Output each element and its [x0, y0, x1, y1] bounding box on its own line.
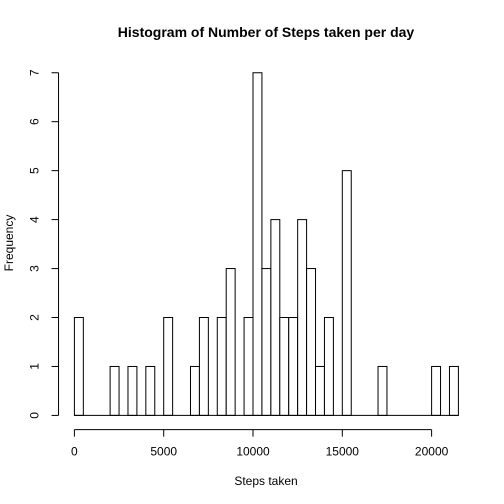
y-tick-label: 4 [28, 216, 42, 223]
x-tick-label: 15000 [326, 445, 360, 459]
y-tick-label: 5 [28, 167, 42, 174]
y-axis: 0 1 2 3 4 5 6 7 [28, 69, 60, 419]
histogram-bar [198, 317, 209, 416]
histogram-bar [279, 317, 290, 416]
histogram-bar [288, 317, 299, 416]
histogram-bar [315, 365, 325, 416]
y-axis-label: Frequency [2, 215, 16, 272]
x-tick-label: 20000 [415, 445, 449, 459]
histogram-bar [145, 365, 156, 416]
histogram-bar [252, 72, 263, 416]
x-tick-label: 0 [71, 445, 78, 459]
histogram-bar [341, 170, 352, 416]
histogram-bar [448, 365, 459, 416]
histogram-bar [243, 317, 254, 416]
histogram-bar [306, 268, 317, 416]
histogram-bar [163, 317, 174, 416]
histogram-bar [189, 365, 200, 416]
x-tick-label: 5000 [150, 445, 177, 459]
y-tick-label: 1 [28, 363, 42, 370]
bars-group [73, 72, 459, 416]
histogram-bar [297, 219, 308, 416]
x-axis-label: Steps taken [234, 474, 297, 488]
y-tick-label: 6 [28, 118, 42, 125]
histogram-bar [109, 365, 120, 416]
histogram-bar [270, 219, 281, 416]
x-tick-label: 10000 [236, 445, 270, 459]
y-tick-label: 2 [28, 314, 42, 321]
histogram-bar [261, 268, 272, 416]
chart-title: Histogram of Number of Steps taken per d… [118, 24, 415, 40]
histogram-bar [377, 365, 388, 416]
y-tick-label: 7 [28, 69, 42, 76]
y-tick-label: 3 [28, 265, 42, 272]
x-axis: 0 5000 10000 15000 20000 [71, 429, 449, 459]
y-tick-label: 0 [28, 412, 42, 419]
histogram-bar [323, 317, 334, 416]
histogram-bar [216, 317, 227, 416]
histogram-bar [127, 365, 138, 416]
histogram-bar [73, 317, 84, 416]
histogram-bar [431, 365, 442, 416]
histogram-bar [225, 268, 236, 416]
